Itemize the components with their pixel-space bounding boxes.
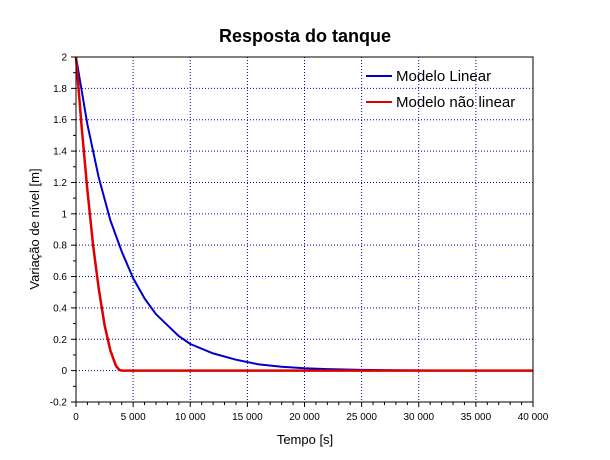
x-tick-label: 10 000 [175,412,206,423]
x-tick-label: 25 000 [346,412,377,423]
legend-label: Modelo não linear [396,94,515,111]
ticks: 0 5 000 10 000 15 000 20 000 25 000 30 000 35 0… [50,53,549,424]
y-tick-label: 0.6 [53,272,67,283]
y-tick-label: 0.8 [53,241,67,252]
x-tick-label: 35 000 [461,412,492,423]
y-tick-label: 2 [61,53,67,64]
y-tick-label: 0 [61,366,67,377]
x-tick-label: 30 000 [403,412,434,423]
x-tick-label: 15 000 [232,412,263,423]
series-line-2 [74,56,533,372]
y-tick-label: 0.2 [53,335,67,346]
series-lines [74,56,533,372]
x-tick-label: 5 000 [121,412,146,423]
y-tick-label: 1.8 [53,84,67,95]
y-tick-label: 1.4 [53,147,67,158]
series-line-1 [75,56,431,372]
legend-label: Modelo Linear [396,68,491,85]
x-tick-label: 40 000 [518,412,549,423]
x-tick-label: 0 [73,412,79,423]
y-tick-label: 1 [61,209,67,220]
x-axis-label: Tempo [s] [277,432,333,447]
y-tick-label: 1.2 [53,178,67,189]
y-tick-label: -0.2 [50,398,68,409]
x-tick-label: 20 000 [289,412,320,423]
y-tick-label: 0.4 [53,303,67,314]
y-tick-label: 1.6 [53,115,67,126]
y-axis-label: Variação de nível [m] [27,168,42,289]
legend: Modelo Linear Modelo não linear [366,68,515,111]
chart-title: Resposta do tanque [219,26,391,46]
